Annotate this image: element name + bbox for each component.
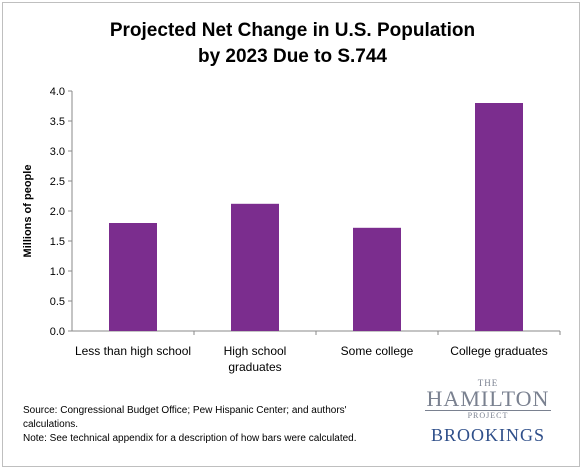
y-tick-label: 2.0 <box>50 206 65 218</box>
y-tick-label: 1.0 <box>50 266 65 278</box>
logo-brookings: BROOKINGS <box>430 425 545 445</box>
y-tick-label: 4.0 <box>50 86 65 98</box>
bar-3 <box>353 227 401 331</box>
bar-1 <box>109 223 157 331</box>
y-tick-label: 3.0 <box>50 146 65 158</box>
hamilton-brookings-logo: THE HAMILTON PROJECT BROOKINGS <box>420 379 556 447</box>
y-tick-label: 2.5 <box>50 176 65 188</box>
note-text: Note: See technical appendix for a descr… <box>23 433 357 444</box>
source-note: Source: Congressional Budget Office; Pew… <box>23 404 403 446</box>
x-category-label: Some college <box>341 344 414 358</box>
y-tick-label: 1.5 <box>50 236 65 248</box>
y-axis-label: Millions of people <box>22 165 34 258</box>
x-category-label: College graduates <box>450 344 547 358</box>
logo-hamilton: HAMILTON <box>424 386 552 411</box>
y-tick-label: 0.0 <box>50 326 65 338</box>
y-tick-label: 3.5 <box>50 116 65 128</box>
chart-title: Projected Net Change in U.S. Population … <box>0 18 585 70</box>
chart-title-line-2: by 2023 Due to S.744 <box>197 46 388 67</box>
y-tick-label: 0.5 <box>50 296 65 308</box>
x-category-label: High school <box>224 344 287 358</box>
bar-4 <box>475 103 523 331</box>
chart-title-line-1: Projected Net Change in U.S. Population <box>109 20 476 41</box>
logo-project: PROJECT <box>467 411 509 420</box>
source-text: Source: Congressional Budget Office; Pew… <box>23 405 347 430</box>
x-category-label: graduates <box>228 360 281 374</box>
logo-the: THE <box>477 378 499 388</box>
x-category-label: Less than high school <box>75 344 191 358</box>
bar-chart: 0.0 0.5 1.0 1.5 2.0 2.5 3.0 3.5 4.0 Millions of p… <box>22 86 561 374</box>
bar-2 <box>231 203 279 331</box>
